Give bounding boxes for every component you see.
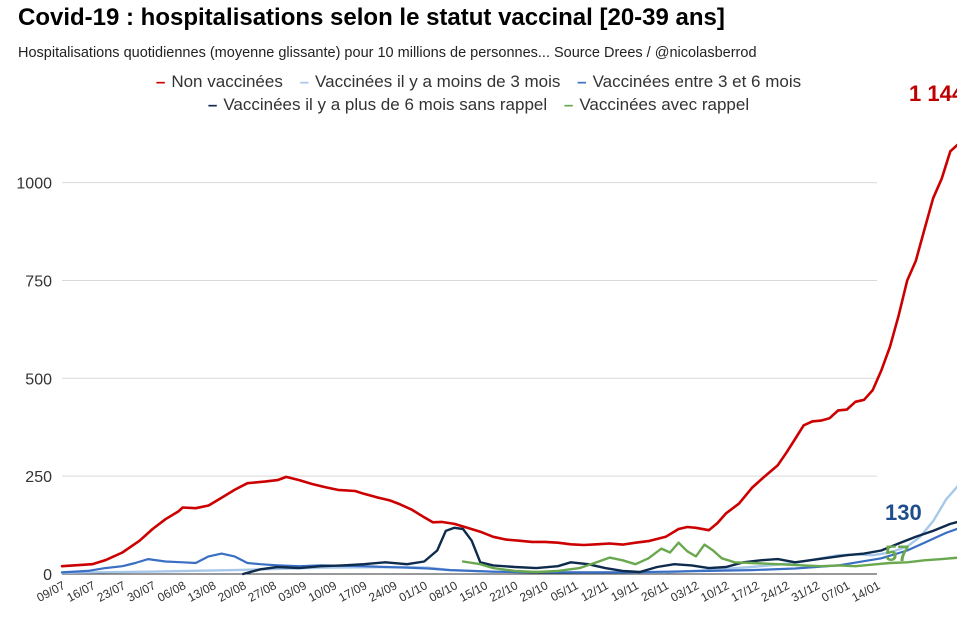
legend-label: Non vaccinées — [171, 72, 283, 91]
x-tick-label: 22/10 — [487, 578, 520, 605]
x-tick-label: 13/08 — [185, 578, 218, 605]
legend-item-3-6-mois: – Vaccinées entre 3 et 6 mois — [577, 72, 801, 92]
x-tick-label: 20/08 — [215, 578, 248, 605]
x-tick-label: 23/07 — [95, 578, 128, 605]
end-value-label: 1 144 — [909, 81, 957, 106]
x-tick-label: 12/11 — [578, 578, 611, 604]
y-tick-label: 1000 — [16, 176, 52, 193]
series-line — [60, 527, 957, 574]
series-line — [60, 143, 957, 568]
legend: – Non vaccinées – Vaccinées il y a moins d… — [0, 72, 957, 92]
x-tick-label: 03/09 — [276, 578, 309, 605]
legend-item-rappel: – Vaccinées avec rappel — [564, 95, 749, 115]
x-tick-label: 14/01 — [849, 578, 882, 605]
x-tick-label: 01/10 — [397, 578, 430, 605]
legend-label: Vaccinées il y a plus de 6 mois sans rap… — [223, 95, 548, 114]
x-tick-label: 08/10 — [427, 578, 460, 605]
legend-swatch: – — [299, 72, 310, 91]
x-tick-label: 19/11 — [609, 578, 642, 604]
x-tick-label: 10/12 — [698, 578, 731, 605]
x-tick-label: 26/11 — [639, 578, 672, 604]
end-value-label: 130 — [885, 500, 922, 525]
chart-subtitle: Hospitalisations quotidiennes (moyenne g… — [18, 45, 757, 61]
chart-title: Covid-19 : hospitalisations selon le sta… — [18, 4, 725, 31]
x-tick-label: 31/12 — [789, 578, 822, 605]
x-tick-label: 24/12 — [759, 578, 792, 605]
legend-swatch: – — [577, 72, 587, 91]
x-tick-label: 27/08 — [246, 578, 279, 605]
end-value-label: 57 — [885, 541, 909, 566]
x-tick-label: 17/12 — [729, 578, 762, 605]
legend-swatch: – — [563, 95, 574, 114]
legend-swatch: – — [207, 95, 218, 114]
legend-label: Vaccinées entre 3 et 6 mois — [592, 72, 802, 91]
legend-item-plus-6-mois: – Vaccinées il y a plus de 6 mois sans ra… — [208, 95, 547, 115]
legend-item-non-vaccinees: – Non vaccinées — [156, 72, 283, 92]
y-tick-label: 500 — [25, 371, 52, 388]
x-tick-label: 30/07 — [125, 578, 158, 605]
x-tick-label: 06/08 — [155, 578, 188, 605]
x-tick-label: 24/09 — [366, 578, 399, 605]
series-line — [461, 541, 957, 574]
legend-row-2: – Vaccinées il y a plus de 6 mois sans ra… — [0, 95, 957, 115]
legend-item-moins-3-mois: – Vaccinées il y a moins de 3 mois — [300, 72, 561, 92]
y-tick-label: 750 — [25, 273, 52, 290]
y-tick-label: 250 — [25, 469, 52, 486]
x-tick-label: 15/10 — [457, 578, 490, 605]
x-tick-label: 10/09 — [306, 578, 339, 605]
x-tick-label: 17/09 — [336, 578, 369, 605]
x-tick-label: 16/07 — [65, 578, 98, 605]
legend-label: Vaccinées avec rappel — [579, 95, 750, 114]
series-line — [241, 520, 957, 576]
legend-label: Vaccinées il y a moins de 3 mois — [315, 72, 561, 91]
x-tick-label: 07/01 — [819, 578, 852, 605]
x-tick-label: 03/12 — [668, 578, 701, 605]
y-tick-label: 0 — [43, 567, 52, 584]
x-tick-label: 29/10 — [517, 578, 550, 605]
x-tick-label: 05/11 — [548, 578, 581, 604]
legend-swatch: – — [155, 72, 166, 91]
